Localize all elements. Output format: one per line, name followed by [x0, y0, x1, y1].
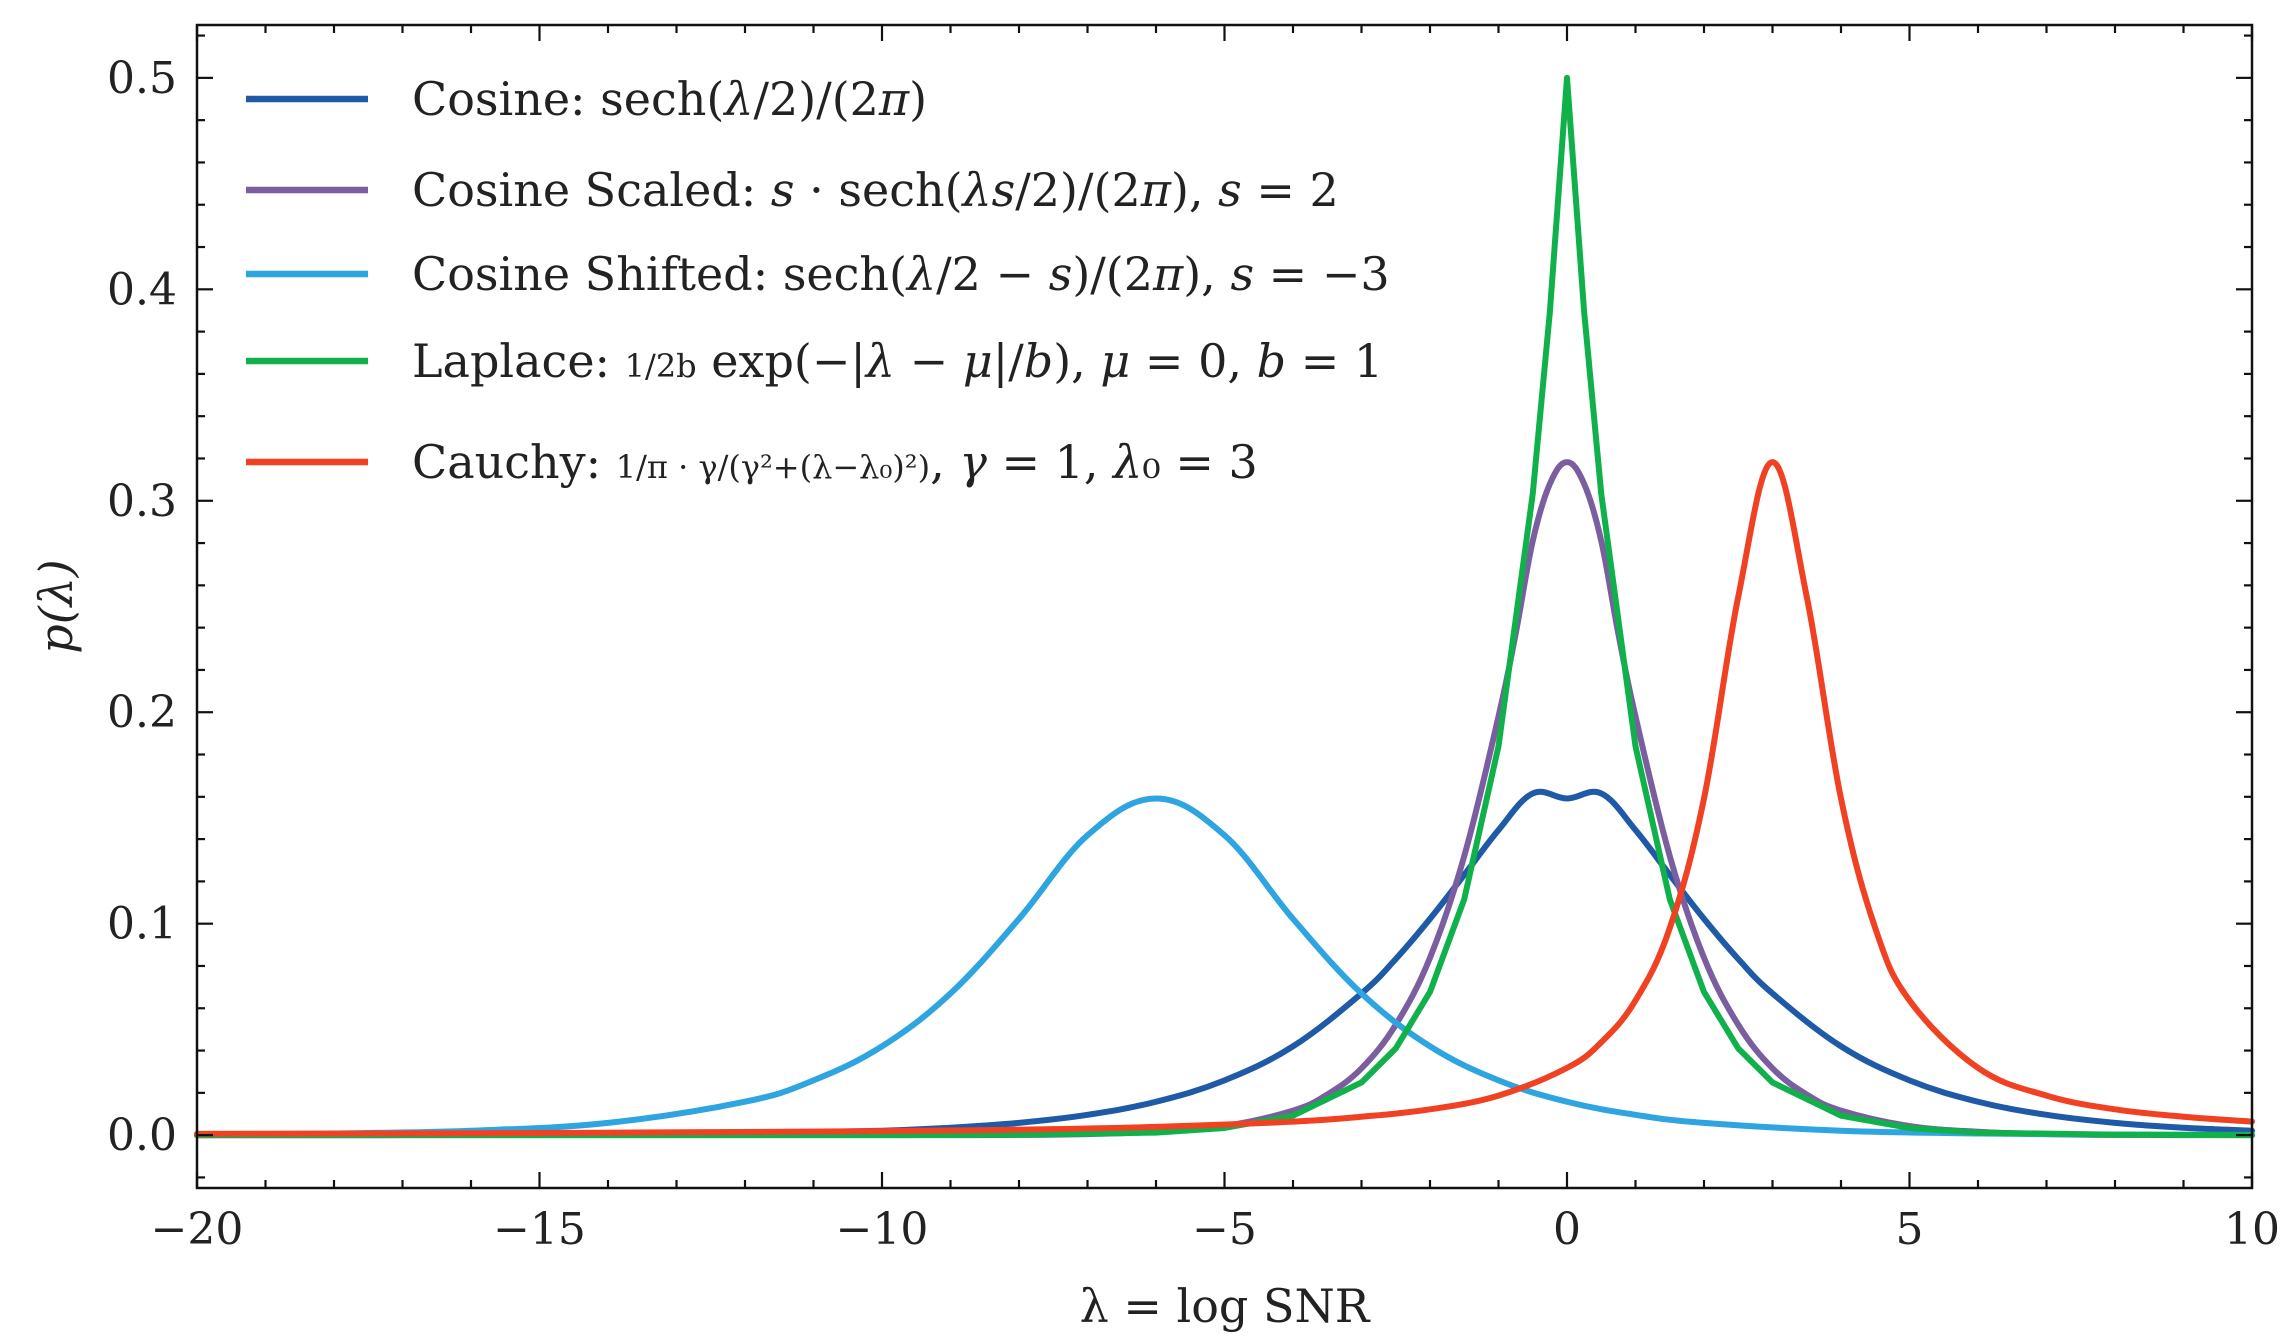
y-tick-label: 0.3	[107, 476, 177, 527]
series-layer	[194, 74, 2255, 1139]
legend-entry-5: Cauchy: 1/π · γ/(γ²+(λ−λ₀)²), γ = 1, λ₀ …	[246, 435, 1258, 489]
x-tick-label: 10	[2224, 1204, 2280, 1255]
legend-entry-2: Cosine Scaled: s · sech(λs/2)/(2π), s = …	[246, 163, 1339, 217]
legend: Cosine: sech(λ/2)/(2π) Cosine Scaled: s ·…	[246, 72, 1390, 489]
plot-frame	[195, 23, 2254, 1190]
legend-entry-3: Cosine Shifted: sech(λ/2 − s)/(2π), s = …	[246, 247, 1390, 301]
legend-label: Cauchy: 1/π · γ/(γ²+(λ−λ₀)²), γ = 1, λ₀ …	[412, 435, 1258, 489]
x-axis-label: λ = log SNR	[1080, 1279, 1371, 1333]
legend-entry-4: Laplace: 1/2b exp(−|λ − μ|/b), μ = 0, b …	[246, 334, 1383, 388]
series-line-5	[194, 459, 2255, 1137]
ticks-layer: −20 −15 −10 −5 0 5 10 0.0 0.1 0.2 0.3 0.4 0.5	[107, 25, 2280, 1255]
y-tick-label: 0.0	[107, 1110, 177, 1161]
y-tick-label: 0.1	[107, 899, 177, 950]
x-tick-label: 5	[1896, 1204, 1924, 1255]
legend-label: Cosine Shifted: sech(λ/2 − s)/(2π), s = …	[412, 247, 1390, 301]
x-tick-label: −10	[836, 1204, 929, 1255]
y-tick-label: 0.2	[107, 687, 177, 738]
legend-label: Cosine: sech(λ/2)/(2π)	[412, 72, 927, 126]
series-line-3	[194, 795, 2255, 1138]
series-line-4	[194, 74, 2255, 1139]
legend-label: Laplace: 1/2b exp(−|λ − μ|/b), μ = 0, b …	[412, 334, 1383, 388]
legend-label: Cosine Scaled: s · sech(λs/2)/(2π), s = …	[412, 163, 1339, 217]
x-tick-label: −20	[151, 1204, 244, 1255]
y-tick-label: 0.4	[107, 264, 177, 315]
series-line-1	[194, 788, 2255, 1139]
legend-entry-1: Cosine: sech(λ/2)/(2π)	[246, 72, 927, 126]
y-axis-label: p(λ)	[29, 559, 83, 654]
y-tick-label: 0.5	[107, 53, 177, 104]
x-tick-label: −5	[1192, 1204, 1257, 1255]
x-tick-label: −15	[493, 1204, 586, 1255]
x-tick-label: 0	[1553, 1204, 1581, 1255]
series-line-2	[194, 459, 2255, 1139]
